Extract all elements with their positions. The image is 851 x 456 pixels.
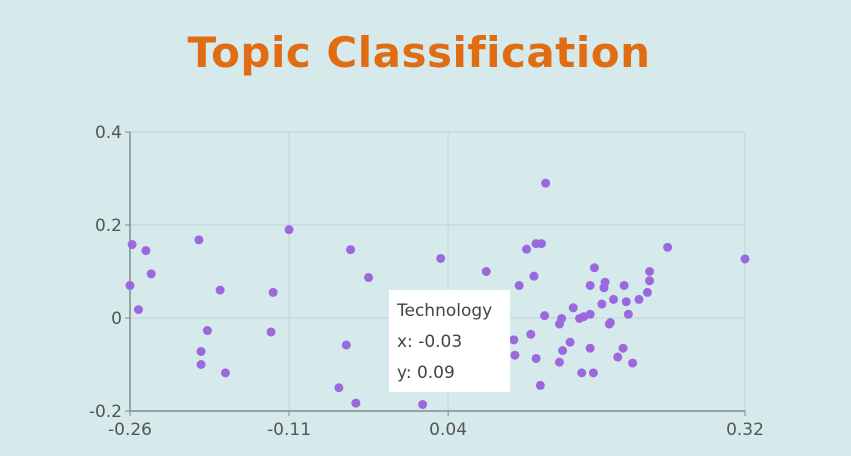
data-point[interactable] <box>481 267 491 276</box>
data-point[interactable] <box>604 319 614 329</box>
y-tick-label: 0.4 <box>95 123 122 143</box>
data-point[interactable] <box>284 225 294 235</box>
data-point[interactable] <box>642 287 652 297</box>
y-tick-label: -0.2 <box>89 402 122 422</box>
data-point[interactable] <box>146 269 156 279</box>
data-point[interactable] <box>351 398 361 408</box>
data-point[interactable] <box>645 276 655 286</box>
data-point[interactable] <box>609 294 619 304</box>
data-point[interactable] <box>522 244 532 254</box>
axes: -0.26 -0.11 0.04 0.32 0.4 0.2 0 -0.2 <box>89 123 764 440</box>
data-point[interactable] <box>634 294 644 304</box>
data-point[interactable] <box>585 343 595 353</box>
data-point[interactable] <box>618 343 628 353</box>
x-tick-label: 0.32 <box>726 420 764 440</box>
hover-tooltip: Technology x: -0.03 y: 0.09 <box>389 290 510 392</box>
data-point[interactable] <box>535 380 545 390</box>
data-point[interactable] <box>540 311 550 321</box>
x-tick-label: -0.11 <box>267 420 311 440</box>
tooltip-x-value: x: -0.03 <box>397 332 463 352</box>
data-point[interactable] <box>558 346 568 356</box>
data-point[interactable] <box>341 340 351 350</box>
y-tick-label: 0.2 <box>95 216 122 236</box>
data-point[interactable] <box>125 280 135 290</box>
data-point[interactable] <box>346 245 356 255</box>
x-tick-label: 0.04 <box>429 420 467 440</box>
data-point[interactable] <box>529 271 539 281</box>
data-point[interactable] <box>628 358 638 368</box>
data-point[interactable] <box>621 297 631 307</box>
data-point[interactable] <box>196 360 206 369</box>
data-point[interactable] <box>334 383 344 393</box>
data-point[interactable] <box>557 313 567 323</box>
data-point[interactable] <box>127 240 137 250</box>
data-point[interactable] <box>418 399 428 409</box>
data-point[interactable] <box>194 235 204 245</box>
data-point[interactable] <box>541 178 551 188</box>
chart-title: Topic Classification <box>187 28 651 77</box>
data-point[interactable] <box>663 242 673 252</box>
data-point[interactable] <box>589 263 599 273</box>
data-point[interactable] <box>436 253 446 263</box>
tooltip-y-value: y: 0.09 <box>397 363 455 383</box>
data-point[interactable] <box>588 368 598 378</box>
data-point[interactable] <box>554 357 564 367</box>
data-point[interactable] <box>509 335 519 345</box>
data-point[interactable] <box>268 287 278 297</box>
data-point[interactable] <box>531 353 541 363</box>
data-point[interactable] <box>220 368 230 378</box>
data-point[interactable] <box>585 280 595 290</box>
data-point[interactable] <box>568 303 578 313</box>
y-tick-label: 0 <box>111 309 122 329</box>
data-point[interactable] <box>514 280 524 290</box>
data-point[interactable] <box>740 254 750 264</box>
data-point[interactable] <box>266 327 276 337</box>
data-point[interactable] <box>645 267 655 276</box>
x-tick-label: -0.26 <box>108 420 152 440</box>
data-point[interactable] <box>619 280 629 290</box>
data-point[interactable] <box>510 350 520 360</box>
data-point[interactable] <box>202 326 212 336</box>
data-point[interactable] <box>196 346 206 356</box>
data-point[interactable] <box>526 329 536 339</box>
data-point[interactable] <box>565 337 575 347</box>
data-point[interactable] <box>536 239 546 249</box>
data-points <box>125 178 750 409</box>
tooltip-label: Technology <box>397 301 493 321</box>
data-point[interactable] <box>623 309 633 319</box>
data-point[interactable] <box>133 305 143 315</box>
data-point[interactable] <box>215 285 225 295</box>
data-point[interactable] <box>364 273 374 283</box>
data-point[interactable] <box>597 299 607 309</box>
data-point[interactable] <box>141 246 151 256</box>
data-point[interactable] <box>577 368 587 378</box>
data-point[interactable] <box>600 277 610 287</box>
data-point[interactable] <box>613 352 623 362</box>
data-point[interactable] <box>585 309 595 319</box>
